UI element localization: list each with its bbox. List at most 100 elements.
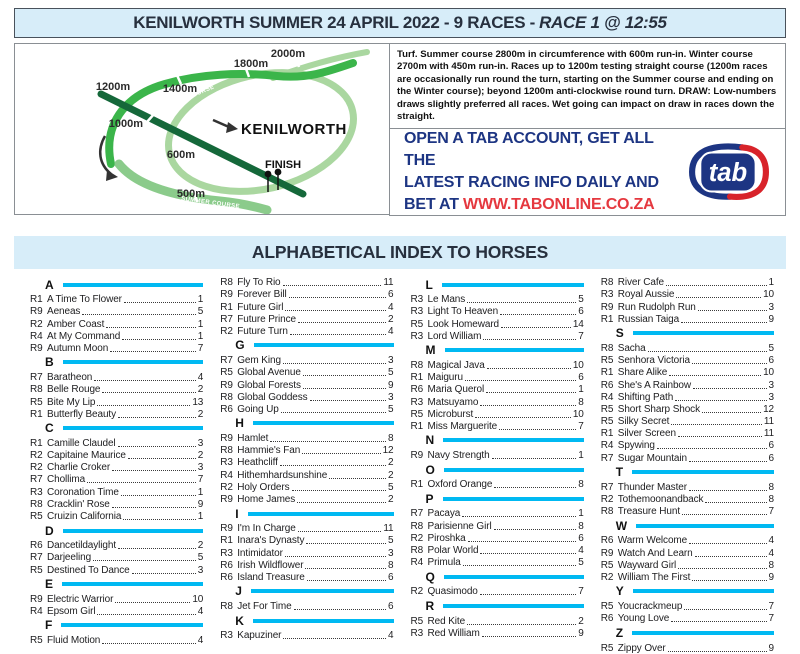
race-number: R2 bbox=[30, 462, 43, 474]
index-row: R6 Maria Querol 1 bbox=[411, 383, 584, 395]
index-row: R6 Irish Wildflower 8 bbox=[220, 559, 393, 571]
index-column: L R3 Le Mans 5 R3 Light To Heaven 6 R5 Look Home… bbox=[411, 276, 584, 654]
horse-name: Maiguru bbox=[427, 372, 464, 384]
horse-name: Destined To Dance bbox=[47, 564, 130, 576]
index-row: R1 Russian Taiga 9 bbox=[601, 313, 774, 325]
leader-dots bbox=[500, 314, 577, 316]
index-row: R3 Heathcliff 2 bbox=[220, 456, 393, 468]
top-section: WINTER COURSE SUMMER COURSE 2000m 1800m … bbox=[14, 43, 786, 217]
horse-name: Microburst bbox=[427, 408, 474, 420]
horse-name: Autumn Moon bbox=[47, 342, 109, 354]
finish-marker bbox=[264, 170, 272, 178]
page-number: 7 bbox=[578, 586, 584, 598]
page-number: 2 bbox=[388, 313, 394, 325]
race-number: R8 bbox=[410, 359, 424, 371]
page-number: 4 bbox=[388, 630, 394, 642]
leader-dots bbox=[491, 458, 577, 460]
page-number: 3 bbox=[768, 379, 775, 391]
leader-dots bbox=[306, 543, 387, 545]
index-row: R9 Hamlet 8 bbox=[220, 432, 393, 444]
race-number: R6 bbox=[220, 571, 233, 583]
leader-dots bbox=[480, 404, 577, 406]
race-number: R5 bbox=[600, 355, 614, 367]
direction-arrow bbox=[212, 118, 230, 129]
race-number: R8 bbox=[600, 506, 614, 518]
leader-dots bbox=[486, 367, 571, 369]
race-number: R1 bbox=[410, 420, 424, 432]
race-number: R5 bbox=[30, 564, 43, 576]
racecard-page: KENILWORTH SUMMER 24 APRIL 2022 - 9 RACE… bbox=[0, 8, 800, 654]
page-number: 11 bbox=[763, 428, 774, 440]
letter-header: M bbox=[411, 343, 584, 357]
leader-dots bbox=[462, 516, 577, 518]
letter-header: P bbox=[411, 491, 584, 506]
page-number: 3 bbox=[197, 437, 204, 449]
horse-name: Irish Wildflower bbox=[237, 559, 304, 571]
index-row: R5 Youcrackmeup 7 bbox=[601, 600, 774, 612]
page-number: 6 bbox=[768, 355, 775, 367]
leader-dots bbox=[120, 494, 196, 496]
page-number: 5 bbox=[388, 481, 394, 493]
index-row: R5 Bite My Lip 13 bbox=[30, 395, 203, 408]
race-number: R1 bbox=[30, 408, 43, 420]
horse-name: Warm Welcome bbox=[617, 535, 688, 547]
page-number: 9 bbox=[768, 571, 775, 583]
race-number: R9 bbox=[30, 342, 43, 354]
horse-name: Amber Coast bbox=[47, 318, 105, 330]
horse-name: Capitaine Maurice bbox=[47, 450, 126, 462]
letter-header: S bbox=[601, 326, 774, 341]
tab-url[interactable]: WWW.TABONLINE.CO.ZA bbox=[463, 196, 655, 214]
race-number: R1 bbox=[600, 313, 614, 325]
page-number: 5 bbox=[578, 294, 584, 306]
horse-name: Hammie's Fan bbox=[237, 445, 301, 457]
direction-arrowhead bbox=[226, 122, 238, 133]
letter-bar bbox=[253, 343, 394, 348]
leader-dots bbox=[297, 321, 387, 323]
page-number: 14 bbox=[572, 318, 584, 330]
letter-label: J bbox=[235, 584, 242, 599]
index-row: R2 Charlie Croker 3 bbox=[30, 461, 203, 473]
race-number: R1 bbox=[30, 294, 43, 306]
horse-name: Red William bbox=[427, 627, 480, 639]
leader-dots bbox=[671, 621, 767, 623]
letter-bar bbox=[443, 574, 584, 579]
index-row: R4 Primula 5 bbox=[411, 556, 584, 568]
index-row: R1 Inara's Dynasty 5 bbox=[220, 534, 393, 546]
index-row: R5 Global Avenue 5 bbox=[220, 366, 393, 378]
page-number: 7 bbox=[197, 474, 204, 486]
page-number: 4 bbox=[768, 547, 775, 559]
letter-header: J bbox=[220, 584, 394, 599]
page-number: 4 bbox=[197, 372, 204, 384]
race-number: R5 bbox=[30, 396, 43, 408]
page-number: 8 bbox=[768, 494, 775, 505]
leader-dots bbox=[493, 528, 577, 530]
horse-name: Pacaya bbox=[427, 508, 461, 520]
leader-dots bbox=[667, 650, 767, 652]
index-row: R5 Fluid Motion 4 bbox=[30, 634, 203, 646]
horse-name: Aeneas bbox=[47, 306, 81, 318]
letter-bar bbox=[632, 630, 774, 635]
race-number: R6 bbox=[600, 613, 614, 625]
letter-label: S bbox=[615, 326, 624, 341]
race-number: R3 bbox=[220, 630, 233, 642]
letter-bar bbox=[632, 470, 774, 475]
index-row: R7 Darjeeling 5 bbox=[30, 551, 203, 563]
letter-bar bbox=[62, 282, 204, 287]
leader-dots bbox=[279, 465, 387, 467]
page-number: 1 bbox=[578, 384, 584, 396]
leader-dots bbox=[669, 375, 762, 377]
horse-name: Piroshka bbox=[427, 532, 466, 544]
leader-dots bbox=[94, 380, 196, 382]
letter-label: P bbox=[425, 491, 434, 506]
leader-dots bbox=[486, 392, 577, 394]
leader-dots bbox=[329, 477, 387, 479]
page-number: 11 bbox=[763, 416, 774, 428]
race-number: R9 bbox=[220, 379, 233, 391]
event-title: KENILWORTH SUMMER 24 APRIL 2022 - 9 RACE… bbox=[133, 13, 536, 32]
race-number: R3 bbox=[600, 289, 614, 301]
index-row: R6 Island Treasure 6 bbox=[220, 571, 393, 583]
index-row: R3 Intimidator 3 bbox=[220, 546, 393, 559]
horse-name: Look Homeward bbox=[427, 318, 500, 330]
letter-label: B bbox=[45, 355, 54, 370]
leader-dots bbox=[677, 436, 762, 438]
